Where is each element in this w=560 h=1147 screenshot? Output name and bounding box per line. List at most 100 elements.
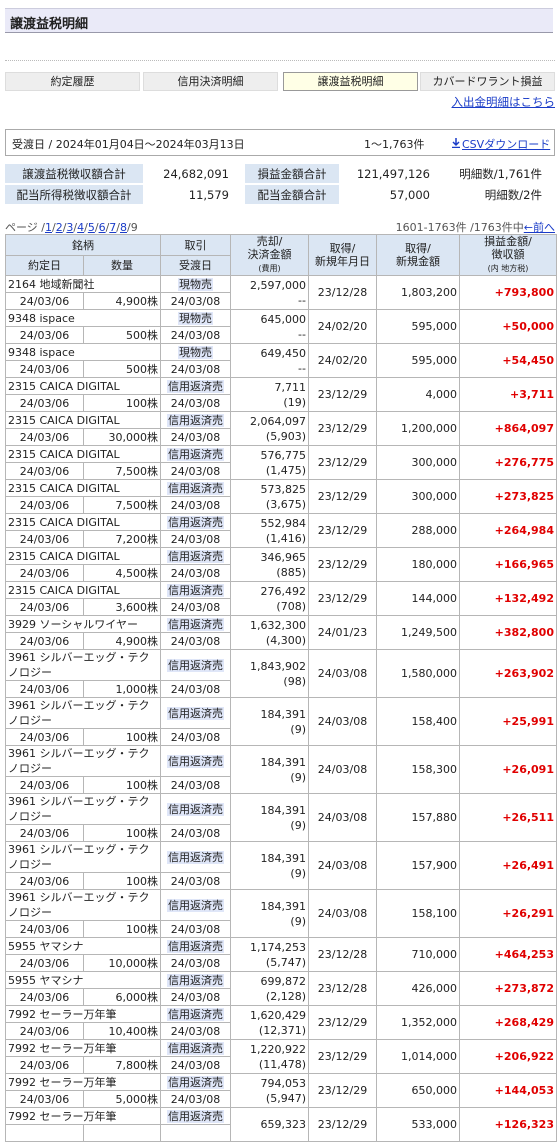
amount-cell: 699,872 (2,128): [230, 971, 309, 1006]
quantity: 100株: [83, 824, 161, 842]
fee: (98): [283, 674, 306, 688]
row-top: 7992 セーラー万年筆 信用返済売 1,220,922 (11,478) 23/12/…: [5, 1039, 557, 1074]
page-link[interactable]: 2: [55, 221, 63, 234]
summary-row: 譲渡益税徴収額合計 24,682,091 損益金額合計 121,497,126 明細数/…: [5, 164, 547, 183]
quantity: 100株: [83, 394, 161, 412]
trade-date: 24/03/06: [5, 1022, 84, 1040]
download-icon: [452, 138, 460, 148]
tab[interactable]: 信用決済明細: [143, 72, 278, 91]
trade-cell: 信用返済売: [160, 889, 231, 921]
fee: (9): [290, 722, 306, 736]
trade-cell: 信用返済売: [160, 411, 231, 429]
row-bottom: 24/03/06 100株 24/03/08: [5, 824, 557, 842]
row-top: 5955 ヤマシナ 信用返済売 1,174,253 (5,747) 23/12/28 71…: [5, 937, 557, 972]
trade-type: 信用返済売: [167, 515, 224, 529]
amount-cell: 576,775 (1,475): [230, 445, 309, 480]
amount: 276,492: [260, 584, 307, 598]
tab[interactable]: 約定履歴: [5, 72, 140, 91]
quantity: [83, 1124, 161, 1142]
page-link[interactable]: 5: [87, 221, 95, 234]
page-link[interactable]: 4: [77, 221, 85, 234]
amount-cell: 1,843,902 (98): [230, 649, 309, 698]
period-label: 受渡日 / 2024年01月04日～2024年03月13日: [12, 138, 245, 151]
settle-date: 24/03/08: [160, 360, 231, 378]
acq-date: 23/12/29: [308, 1005, 377, 1040]
fee: (1,416): [265, 531, 306, 545]
page-link[interactable]: 7: [109, 221, 117, 234]
page-sep: /: [84, 221, 88, 234]
summary-cell: 配当所得税徴収額合計: [5, 185, 143, 204]
stock-name: 3961 シルバーエッグ・テクノロジー: [5, 649, 161, 681]
trade-date: 24/03/06: [5, 1090, 84, 1108]
acq-amount: 1,352,000: [376, 1005, 460, 1040]
amount-cell: 659,323: [230, 1107, 309, 1142]
deposit-link[interactable]: 入出金明細はこちら: [451, 95, 556, 109]
trade-type: 現物売: [178, 345, 213, 359]
range-text: 1601-1763件 /1763件中: [395, 221, 524, 234]
amount: 346,965: [260, 550, 307, 564]
amount: 576,775: [260, 448, 307, 462]
profit-loss: +273,825: [459, 479, 557, 514]
trade-date: 24/03/06: [5, 360, 84, 378]
csv-link[interactable]: CSVダウンロード: [462, 138, 551, 151]
row-bottom: 24/03/06 7,500株 24/03/08: [5, 496, 557, 514]
row-top: 2315 CAICA DIGITAL 信用返済売 346,965 (885) 23/12…: [5, 547, 557, 582]
trade-type: 信用返済売: [167, 583, 224, 597]
prev-link[interactable]: ←前へ: [523, 221, 555, 234]
quantity: 100株: [83, 872, 161, 890]
profit-loss: +26,091: [459, 745, 557, 794]
settle-date: 24/03/08: [160, 632, 231, 650]
row-top: 2315 CAICA DIGITAL 信用返済売 2,064,097 (5,903) 2…: [5, 411, 557, 446]
header-text: 決済金額: [247, 248, 292, 261]
profit-loss: +276,775: [459, 445, 557, 480]
trade-date: 24/03/06: [5, 326, 84, 344]
amount: 184,391: [260, 803, 307, 817]
profit-loss: +26,491: [459, 841, 557, 890]
acq-date: 23/12/29: [308, 1107, 377, 1142]
acq-date: 23/12/28: [308, 275, 377, 310]
trade-date: [5, 1124, 84, 1142]
amount-cell: 2,597,000 --: [230, 275, 309, 310]
settle-date: 24/03/08: [160, 496, 231, 514]
tab[interactable]: 譲渡益税明細: [283, 72, 418, 91]
page-link[interactable]: 8: [120, 221, 128, 234]
stock-name: 2315 CAICA DIGITAL: [5, 547, 161, 565]
acq-amount: 595,000: [376, 309, 460, 344]
acq-date: 24/02/20: [308, 343, 377, 378]
row-bottom: [5, 1124, 557, 1142]
page-link[interactable]: 3: [66, 221, 74, 234]
acq-date: 24/03/08: [308, 649, 377, 698]
trade-type: 信用返済売: [167, 379, 224, 393]
settle-date: [160, 1124, 231, 1142]
fee: (9): [290, 818, 306, 832]
acq-date: 23/12/28: [308, 937, 377, 972]
row-bottom: 24/03/06 10,000株 24/03/08: [5, 954, 557, 972]
page-link[interactable]: 6: [98, 221, 106, 234]
settle-date: 24/03/08: [160, 598, 231, 616]
settle-date: 24/03/08: [160, 1056, 231, 1074]
summary-cell: 譲渡益税徴収額合計: [5, 164, 143, 183]
trade-date: 24/03/06: [5, 462, 84, 480]
tab[interactable]: カバードワラント損益: [420, 72, 555, 91]
row-top: 3929 ソーシャルワイヤー 信用返済売 1,632,300 (4,300) 24/01…: [5, 615, 557, 650]
fee: --: [298, 361, 306, 375]
amount: 2,064,097: [250, 414, 306, 428]
header-sub: (内 地方税): [487, 264, 529, 273]
quantity: 500株: [83, 360, 161, 378]
page-link[interactable]: 1: [44, 221, 52, 234]
amount: 1,220,922: [250, 1042, 306, 1056]
trade-cell: 現物売: [160, 309, 231, 327]
summary-cell: 明細数/2件: [484, 187, 542, 202]
acq-amount: 300,000: [376, 445, 460, 480]
trade-cell: 信用返済売: [160, 937, 231, 955]
trade-date: 24/03/06: [5, 728, 84, 746]
settle-date: 24/03/08: [160, 428, 231, 446]
amount-cell: 552,984 (1,416): [230, 513, 309, 548]
fee: (5,947): [265, 1091, 306, 1105]
fee: (11,478): [258, 1057, 306, 1071]
stock-name: 3929 ソーシャルワイヤー: [5, 615, 161, 633]
trade-cell: 信用返済売: [160, 615, 231, 633]
amount-cell: 573,825 (3,675): [230, 479, 309, 514]
stock-name: 3961 シルバーエッグ・テクノロジー: [5, 745, 161, 777]
